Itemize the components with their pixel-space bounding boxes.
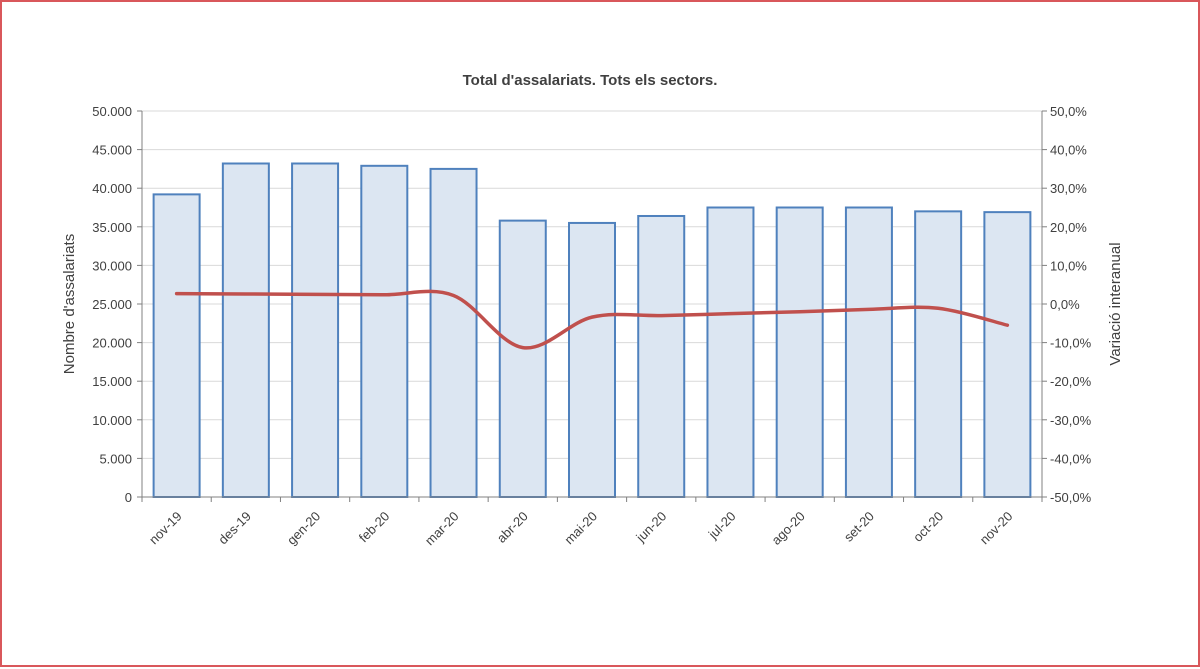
- x-tick-label: abr-20: [494, 509, 531, 546]
- x-tick-label: nov-19: [146, 509, 185, 548]
- bar: [777, 208, 823, 498]
- chart-title: Total d'assalariats. Tots els sectors.: [463, 72, 718, 89]
- y-left-tick-label: 25.000: [92, 297, 132, 312]
- y-left-tick-label: 40.000: [92, 181, 132, 196]
- y-left-tick-label: 20.000: [92, 336, 132, 351]
- y-left-tick-label: 5.000: [99, 451, 132, 466]
- bar: [846, 208, 892, 498]
- bar: [638, 216, 684, 497]
- y-left-axis-label: Nombre d'assalariats: [61, 234, 78, 374]
- bar-series: [154, 163, 1031, 497]
- x-tick-label: jul-20: [705, 509, 739, 543]
- y-right-tick-label: -20,0%: [1050, 374, 1092, 389]
- bar: [431, 169, 477, 497]
- y-right-tick-label: -30,0%: [1050, 413, 1092, 428]
- x-tick-label: gen-20: [284, 509, 323, 548]
- y-left-tick-label: 45.000: [92, 143, 132, 158]
- bar: [500, 221, 546, 497]
- y-right-tick-label: 50,0%: [1050, 104, 1087, 119]
- y-right-tick-label: 10,0%: [1050, 258, 1087, 273]
- x-tick-label: ago-20: [769, 509, 808, 548]
- y-right-tick-label: -50,0%: [1050, 490, 1092, 505]
- y-right-tick-label: -40,0%: [1050, 451, 1092, 466]
- y-right-tick-label: 20,0%: [1050, 220, 1087, 235]
- y-right-tick-label: 30,0%: [1050, 181, 1087, 196]
- y-right-tick-label: 40,0%: [1050, 143, 1087, 158]
- bar: [292, 163, 338, 497]
- x-tick-label: feb-20: [356, 509, 393, 546]
- x-tick-label: jun-20: [632, 509, 669, 546]
- x-tick-label: nov-20: [977, 509, 1016, 548]
- x-tick-label: mar-20: [422, 509, 462, 549]
- x-tick-label: mai-20: [561, 509, 600, 548]
- bar: [915, 211, 961, 497]
- bar: [223, 163, 269, 497]
- x-tick-label: set-20: [841, 509, 877, 545]
- y-left-tick-label: 35.000: [92, 220, 132, 235]
- y-left-tick-label: 15.000: [92, 374, 132, 389]
- y-left-tick-label: 10.000: [92, 413, 132, 428]
- bar: [154, 194, 200, 497]
- x-tick-label: des-19: [215, 509, 254, 548]
- y-right-tick-label: 0,0%: [1050, 297, 1080, 312]
- bar: [569, 223, 615, 497]
- x-tick-label: oct-20: [910, 509, 946, 545]
- y-left-tick-label: 50.000: [92, 104, 132, 119]
- bar: [707, 208, 753, 498]
- bar: [984, 212, 1030, 497]
- y-right-tick-label: -10,0%: [1050, 336, 1092, 351]
- bar: [361, 166, 407, 497]
- y-left-tick-label: 30.000: [92, 258, 132, 273]
- y-left-tick-label: 0: [125, 490, 132, 505]
- y-right-axis-label: Variació interanual: [1107, 242, 1124, 365]
